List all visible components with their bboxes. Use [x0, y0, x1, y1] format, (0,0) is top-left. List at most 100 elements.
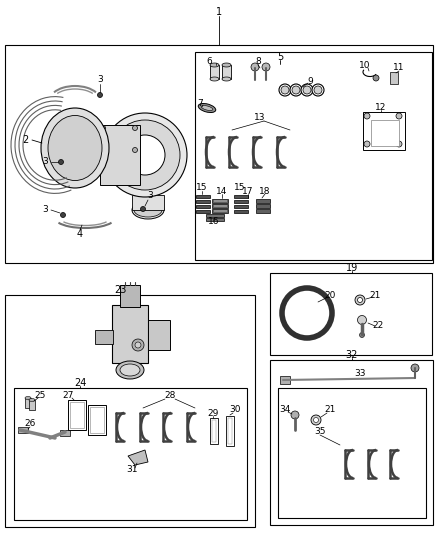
Bar	[256, 204, 270, 207]
Bar	[195, 52, 432, 260]
Circle shape	[125, 135, 165, 175]
Text: 21: 21	[324, 406, 336, 415]
Circle shape	[141, 206, 145, 212]
Text: 3: 3	[147, 191, 153, 200]
Text: 2: 2	[22, 135, 28, 145]
Text: 26: 26	[25, 419, 35, 429]
Bar	[363, 112, 405, 150]
Bar	[68, 400, 86, 430]
Bar	[234, 200, 248, 203]
Bar	[212, 420, 216, 442]
Text: 3: 3	[42, 157, 48, 166]
Bar	[213, 205, 226, 207]
Text: 35: 35	[314, 427, 326, 437]
Ellipse shape	[134, 203, 162, 217]
Circle shape	[303, 86, 311, 94]
Circle shape	[98, 93, 102, 98]
Bar	[212, 199, 228, 203]
Text: 28: 28	[164, 392, 176, 400]
Circle shape	[292, 86, 300, 94]
Bar	[212, 209, 228, 213]
Bar	[14, 388, 247, 520]
Text: 5: 5	[277, 52, 283, 62]
Ellipse shape	[41, 108, 109, 188]
Circle shape	[279, 84, 291, 96]
Ellipse shape	[201, 106, 213, 110]
Bar	[132, 195, 164, 210]
Bar	[226, 416, 234, 446]
Bar	[196, 210, 210, 213]
Circle shape	[110, 120, 180, 190]
Circle shape	[282, 288, 332, 338]
Bar	[95, 330, 113, 344]
Circle shape	[133, 125, 138, 131]
Text: 25: 25	[34, 392, 46, 400]
Bar	[25, 398, 31, 408]
Circle shape	[100, 125, 106, 131]
Bar	[88, 405, 106, 435]
Bar	[60, 430, 70, 436]
Bar	[270, 273, 432, 355]
Bar	[29, 400, 35, 410]
Circle shape	[396, 141, 402, 147]
Ellipse shape	[210, 63, 219, 67]
Circle shape	[314, 417, 318, 423]
Text: 27: 27	[62, 392, 74, 400]
Circle shape	[60, 213, 66, 217]
Circle shape	[314, 86, 322, 94]
Bar	[5, 295, 255, 527]
Bar	[210, 65, 219, 79]
Bar	[5, 45, 433, 263]
Text: 22: 22	[372, 320, 384, 329]
Text: 31: 31	[126, 465, 138, 474]
Circle shape	[373, 75, 379, 81]
Bar	[234, 205, 248, 208]
Bar	[210, 418, 218, 444]
Ellipse shape	[48, 116, 102, 181]
Text: 19: 19	[346, 263, 358, 273]
Text: 13: 13	[254, 114, 266, 123]
Circle shape	[311, 415, 321, 425]
Bar	[256, 209, 270, 213]
Text: 20: 20	[324, 290, 336, 300]
Text: 18: 18	[259, 187, 271, 196]
Ellipse shape	[132, 201, 164, 219]
Text: 3: 3	[42, 206, 48, 214]
Text: 15: 15	[234, 183, 246, 192]
Circle shape	[291, 411, 299, 419]
Bar	[371, 120, 399, 146]
Circle shape	[103, 113, 187, 197]
Text: 29: 29	[207, 408, 219, 417]
Text: 16: 16	[208, 217, 220, 227]
Bar	[280, 376, 290, 384]
Ellipse shape	[25, 397, 31, 400]
Bar	[18, 427, 28, 433]
Text: 10: 10	[359, 61, 371, 69]
Bar	[196, 200, 210, 203]
Ellipse shape	[198, 103, 216, 112]
Bar	[256, 199, 270, 203]
Circle shape	[281, 86, 289, 94]
Text: 24: 24	[74, 378, 86, 388]
Circle shape	[59, 159, 64, 165]
Circle shape	[355, 295, 365, 305]
Bar	[90, 407, 104, 433]
Text: 3: 3	[97, 76, 103, 85]
Polygon shape	[128, 450, 148, 465]
Circle shape	[411, 364, 419, 372]
Bar	[196, 205, 210, 208]
Bar	[196, 195, 210, 198]
Bar	[148, 320, 170, 350]
Ellipse shape	[210, 77, 219, 81]
Circle shape	[357, 297, 363, 303]
Circle shape	[132, 339, 144, 351]
Bar	[234, 210, 248, 213]
Text: 4: 4	[77, 229, 83, 239]
Bar	[100, 125, 140, 185]
Ellipse shape	[222, 63, 231, 67]
Circle shape	[360, 333, 364, 337]
Bar	[234, 195, 248, 198]
Circle shape	[133, 148, 138, 152]
Text: 33: 33	[354, 368, 366, 377]
Text: 9: 9	[307, 77, 313, 85]
